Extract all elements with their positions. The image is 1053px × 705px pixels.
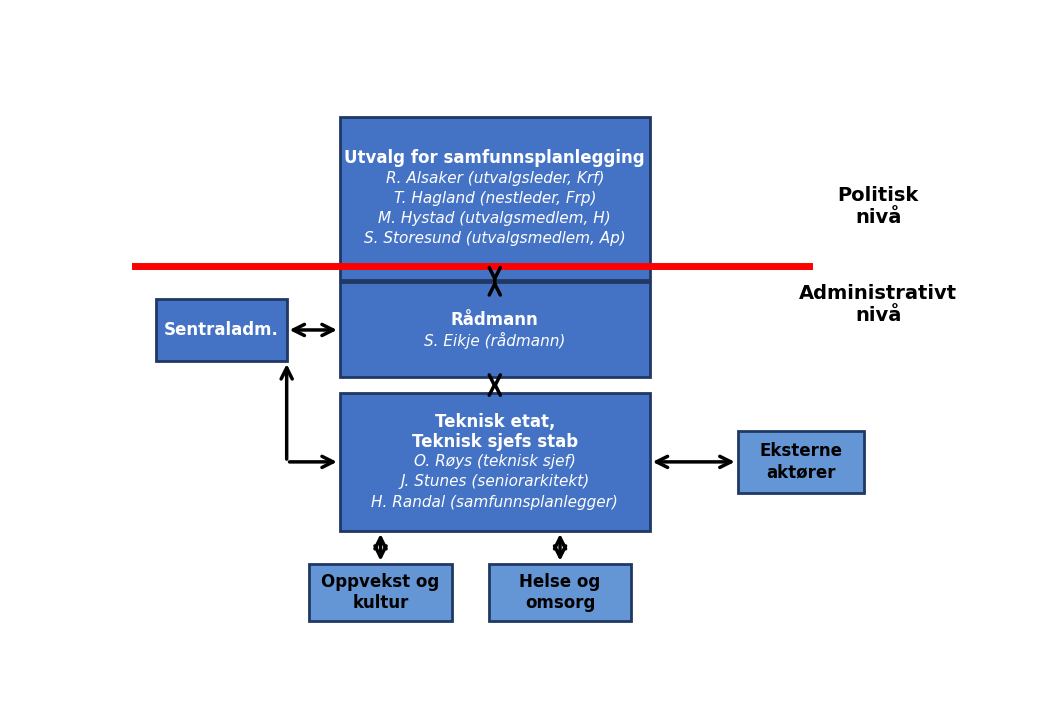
- Text: J. Stunes (seniorarkitekt): J. Stunes (seniorarkitekt): [400, 474, 590, 489]
- Text: O. Røys (teknisk sjef): O. Røys (teknisk sjef): [414, 455, 576, 470]
- Text: Utvalg for samfunnsplanlegging: Utvalg for samfunnsplanlegging: [344, 149, 645, 167]
- Text: S. Eikje (rådmann): S. Eikje (rådmann): [424, 331, 565, 348]
- Text: Politisk
nivå: Politisk nivå: [838, 186, 919, 227]
- Text: Teknisk sjefs stab: Teknisk sjefs stab: [412, 433, 578, 450]
- Text: Helse og
omsorg: Helse og omsorg: [519, 572, 600, 611]
- Text: Administrativt
nivå: Administrativt nivå: [799, 284, 957, 325]
- FancyBboxPatch shape: [340, 393, 650, 531]
- FancyBboxPatch shape: [737, 431, 865, 493]
- Text: M. Hystad (utvalgsmedlem, H): M. Hystad (utvalgsmedlem, H): [378, 212, 611, 226]
- FancyArrowPatch shape: [294, 324, 333, 336]
- FancyBboxPatch shape: [310, 564, 452, 620]
- FancyBboxPatch shape: [489, 564, 632, 620]
- Text: H. Randal (samfunnsplanlegger): H. Randal (samfunnsplanlegger): [372, 494, 618, 510]
- FancyArrowPatch shape: [490, 267, 500, 295]
- Text: Oppvekst og
kultur: Oppvekst og kultur: [321, 572, 440, 611]
- Text: T. Hagland (nestleder, Frp): T. Hagland (nestleder, Frp): [394, 191, 596, 206]
- Text: Eksterne
aktører: Eksterne aktører: [759, 443, 842, 482]
- FancyBboxPatch shape: [340, 283, 650, 377]
- Text: Rådmann: Rådmann: [451, 311, 539, 329]
- FancyArrowPatch shape: [490, 375, 500, 396]
- FancyBboxPatch shape: [156, 299, 286, 361]
- Text: S. Storesund (utvalgsmedlem, Ap): S. Storesund (utvalgsmedlem, Ap): [364, 231, 625, 246]
- FancyBboxPatch shape: [340, 117, 650, 280]
- FancyArrowPatch shape: [555, 538, 565, 557]
- Text: Teknisk etat,: Teknisk etat,: [435, 412, 555, 431]
- Text: Sentraladm.: Sentraladm.: [164, 321, 279, 339]
- Text: R. Alsaker (utvalgsleder, Krf): R. Alsaker (utvalgsleder, Krf): [385, 171, 604, 186]
- FancyArrowPatch shape: [375, 538, 386, 557]
- FancyArrowPatch shape: [656, 456, 731, 467]
